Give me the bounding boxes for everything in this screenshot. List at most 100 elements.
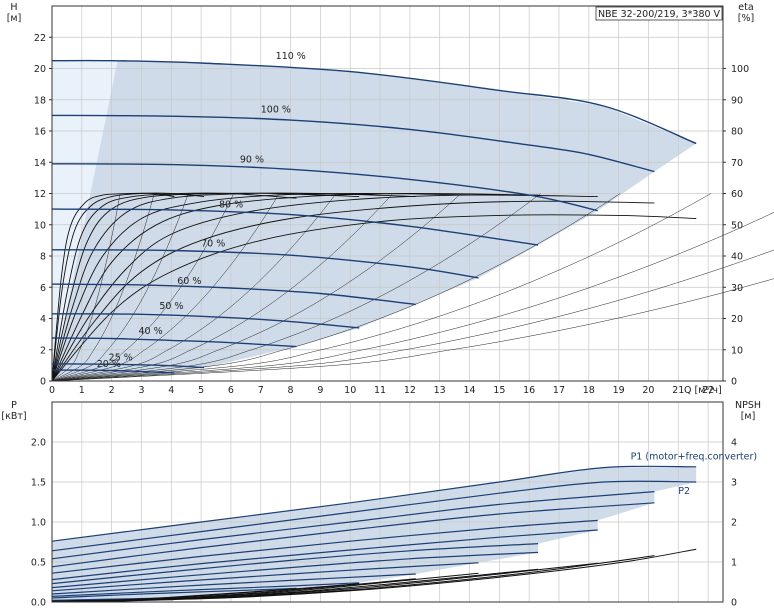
system-curve-2 (51, 193, 155, 382)
x-tick-label: 20 (642, 385, 654, 396)
head-curve-label: 100 % (261, 104, 291, 115)
power-curve-7 (51, 543, 539, 585)
x-tick-label: 1 (79, 385, 85, 396)
power-tick-label: 2.0 (31, 438, 46, 449)
x-tick-label: 16 (523, 385, 535, 396)
head-curve-label: 60 % (177, 276, 201, 287)
efficiency-curve-5 (51, 193, 479, 382)
x-tick-label: 0 (49, 385, 55, 396)
x-tick-label: 8 (288, 385, 294, 396)
power-curve-5 (51, 519, 598, 574)
head-curve-label: 110 % (276, 51, 306, 62)
npsh-tick-label: 4 (731, 438, 737, 449)
system-curve-8 (51, 193, 462, 382)
head-curve-label: 20 % (97, 359, 121, 370)
y-tick-label-right: 80 (731, 127, 743, 138)
system-curve-14 (51, 278, 774, 382)
efficiency-curve-1 (51, 214, 697, 382)
power-curve-9 (51, 562, 479, 592)
head-curve-label: 25 % (109, 353, 133, 364)
head-curve-90pct (51, 163, 598, 212)
head-curve-label: 40 % (138, 326, 162, 337)
x-tick-label: 4 (168, 385, 174, 396)
y-tick-label-right: 70 (731, 158, 743, 169)
system-curve-1 (51, 193, 121, 382)
x-tick-label: 9 (317, 385, 323, 396)
system-curve-6 (51, 193, 337, 382)
efficiency-curve-9 (51, 192, 205, 382)
x-tick-label: 21 (672, 385, 684, 396)
y-tick-label-left: 16 (34, 127, 46, 138)
x-tick-label: 10 (344, 385, 356, 396)
efficiency-curve-2 (51, 200, 655, 382)
y-tick-label-right: 30 (731, 283, 743, 294)
head-curve-label: 90 % (240, 154, 264, 165)
head-curve-label: 80 % (219, 200, 243, 211)
y-tick-label-left: 2 (40, 345, 46, 356)
power-axis-unit: [кВт] (1, 411, 26, 422)
eta-axis-label: eta (738, 2, 753, 13)
power-curve-6 (51, 529, 598, 581)
efficiency-curve-8 (51, 192, 297, 382)
x-tick-label: 3 (138, 385, 144, 396)
efficiency-curve-6 (51, 192, 416, 382)
head-curve-100pct (51, 114, 655, 173)
npsh-tick-label: 1 (731, 558, 737, 569)
x-tick-label: 5 (198, 385, 204, 396)
x-tick-label: 2 (109, 385, 115, 396)
head-curve-20pct (51, 369, 175, 374)
head-curve-40pct (51, 337, 297, 348)
title-box (595, 6, 723, 21)
x-axis-label: Q [м³/ч] (684, 385, 722, 396)
y-tick-label-left: 10 (34, 220, 46, 231)
power-curve-8 (51, 551, 539, 589)
x-tick-label: 18 (583, 385, 595, 396)
head-curve-50pct (51, 313, 360, 329)
system-curve-10 (51, 193, 621, 382)
x-tick-label: 14 (463, 385, 475, 396)
head-curve-60pct (51, 283, 416, 306)
y-tick-label-right: 60 (731, 189, 743, 200)
y-tick-label-right: 90 (731, 95, 743, 106)
chart-title: NBE 32-200/219, 3*380 V (598, 9, 721, 20)
npsh-axis-label: NPSH (735, 400, 761, 411)
power-tick-label: 1.0 (31, 518, 46, 529)
head-curve-label: 70 % (201, 239, 225, 250)
y-tick-label-left: 20 (34, 64, 46, 75)
power-curve-12 (51, 587, 297, 599)
x-tick-label: 15 (493, 385, 505, 396)
system-curve-13 (51, 249, 774, 382)
y-tick-label-right: 10 (731, 345, 743, 356)
power-curve-11 (51, 582, 360, 597)
system-curve-7 (51, 193, 394, 382)
y-tick-label-left: 22 (34, 33, 46, 44)
power-curve-1 (51, 465, 697, 542)
x-tick-label: 22 (702, 385, 714, 396)
y-tick-label-left: 4 (40, 314, 46, 325)
y-tick-label-left: 14 (34, 158, 46, 169)
y-tick-label-right: 50 (731, 220, 743, 231)
y-tick-label-right: 40 (731, 252, 743, 263)
eta-axis-unit: [%] (738, 13, 754, 24)
head-curve-110pct (51, 59, 697, 145)
y-tick-label-right: 0 (731, 377, 737, 388)
system-curve-9 (51, 193, 541, 382)
head-axis-label: H (10, 2, 17, 13)
y-tick-label-left: 8 (40, 252, 46, 263)
head-curve-25pct (51, 363, 205, 369)
x-tick-label: 13 (434, 385, 446, 396)
x-tick-label: 17 (553, 385, 565, 396)
system-curve-11 (51, 193, 712, 382)
power-plot-frame (51, 401, 724, 603)
x-tick-label: 11 (374, 385, 386, 396)
npsh-tick-label: 2 (731, 518, 737, 529)
y-tick-label-right: 100 (731, 64, 749, 75)
p2-annotation: P2 (678, 486, 690, 497)
x-tick-label: 19 (613, 385, 625, 396)
npsh-tick-label: 0 (731, 598, 737, 609)
power-curve-3 (51, 491, 655, 560)
head-axis-unit: [м] (7, 13, 22, 24)
y-tick-label-left: 6 (40, 283, 46, 294)
x-tick-label: 12 (404, 385, 416, 396)
